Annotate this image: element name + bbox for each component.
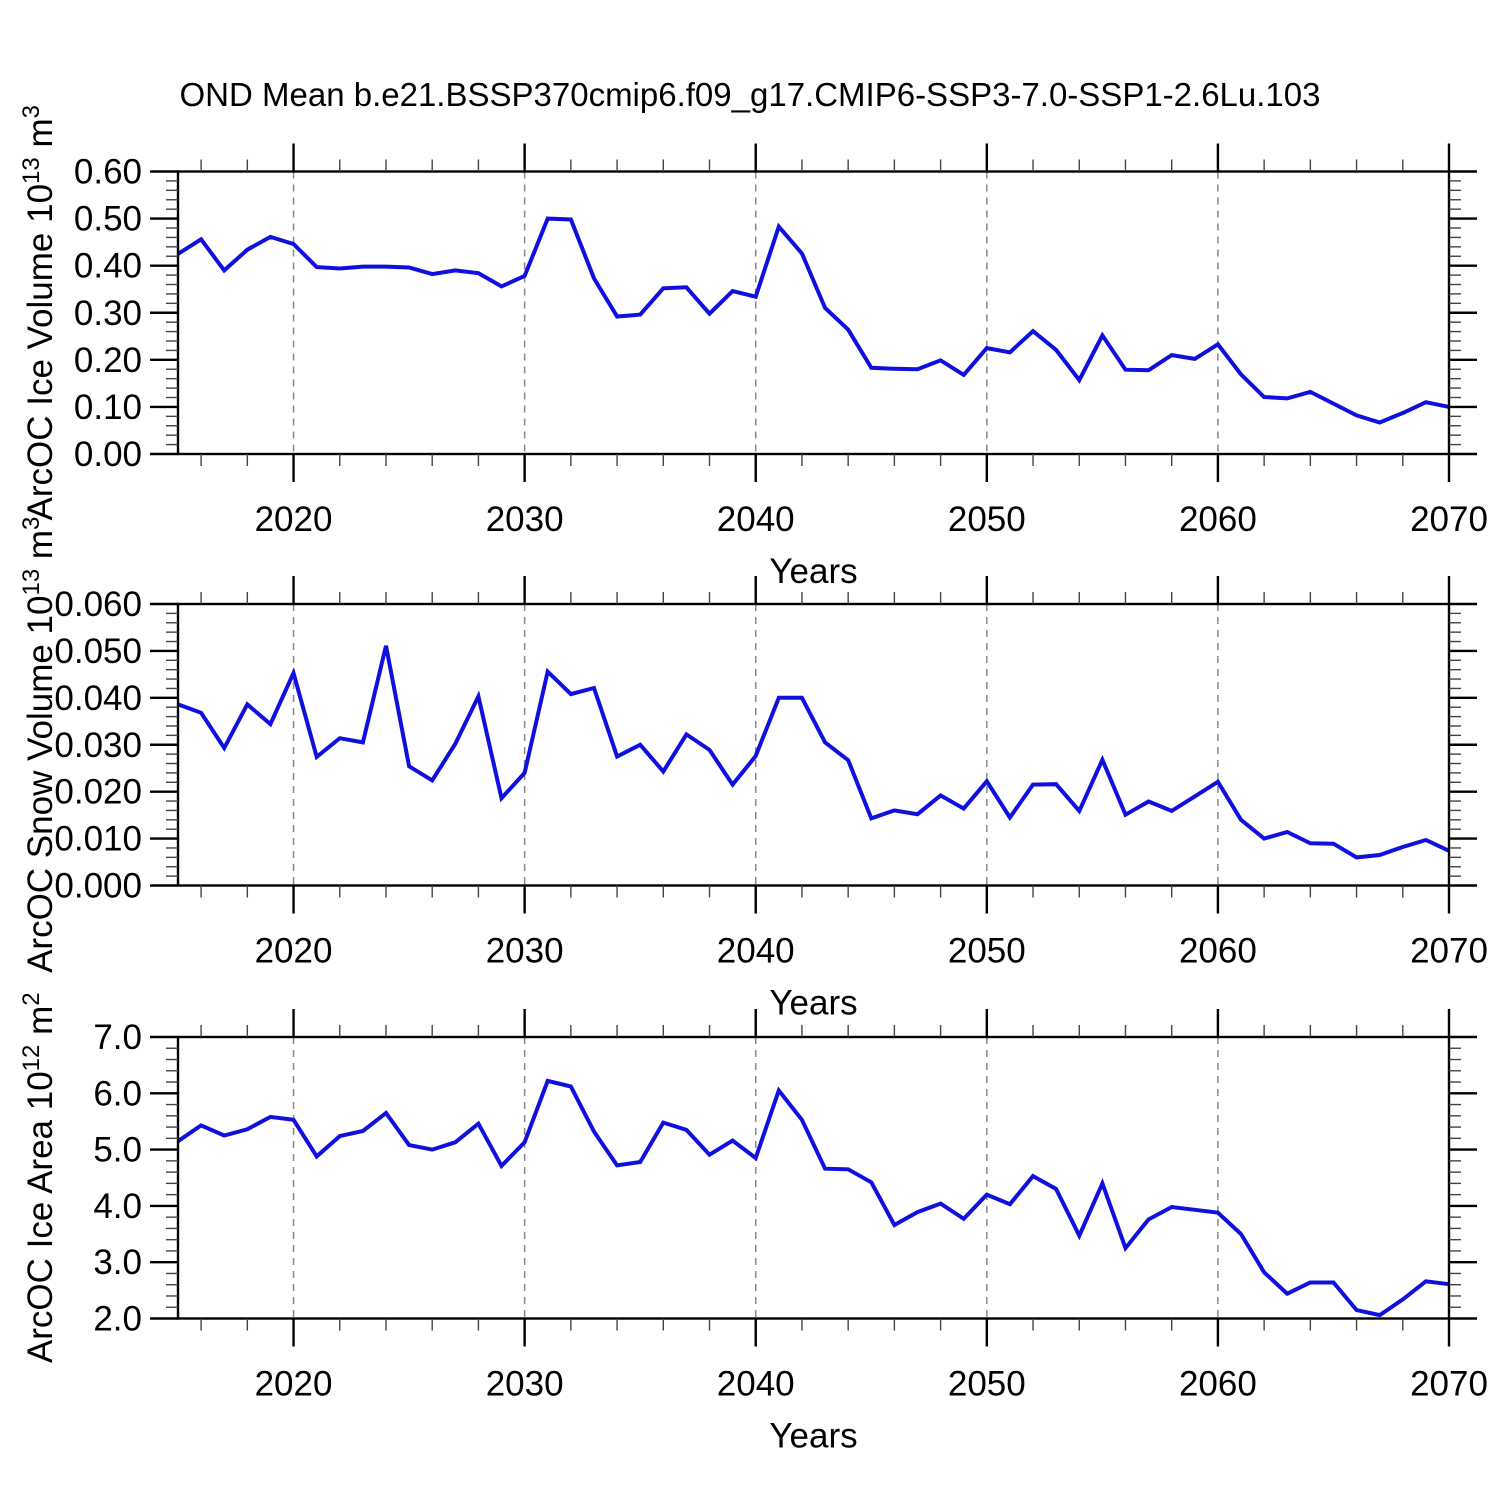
- x-tick-label: 2040: [717, 1365, 795, 1404]
- y-tick-label: 4.0: [93, 1187, 142, 1226]
- x-tick-label: 2020: [255, 500, 333, 539]
- y-axis-title: ArcOC Ice Volume 1013 m3: [18, 105, 60, 521]
- x-tick-label: 2050: [948, 932, 1026, 971]
- x-axis-title: Years: [769, 984, 857, 1023]
- y-tick-label: 0.20: [74, 341, 142, 380]
- y-tick-label: 0.050: [54, 632, 142, 671]
- y-tick-label: 0.020: [54, 773, 142, 812]
- x-tick-label: 2040: [717, 932, 795, 971]
- x-tick-label: 2030: [486, 932, 564, 971]
- y-tick-label: 0.30: [74, 294, 142, 333]
- chart-title: OND Mean b.e21.BSSP370cmip6.f09_g17.CMIP…: [179, 76, 1321, 113]
- x-tick-label: 2070: [1410, 932, 1488, 971]
- x-tick-label: 2060: [1179, 932, 1257, 971]
- y-tick-label: 3.0: [93, 1243, 142, 1282]
- x-tick-label: 2030: [486, 1365, 564, 1404]
- y-tick-label: 0.040: [54, 679, 142, 718]
- y-tick-label: 6.0: [93, 1074, 142, 1113]
- y-tick-label: 5.0: [93, 1131, 142, 1170]
- y-tick-label: 2.0: [93, 1300, 142, 1339]
- ice-volume-line: [176, 216, 1450, 425]
- plot-frame: [176, 602, 1451, 887]
- y-tick-label: 0.60: [74, 153, 142, 192]
- snow-volume-panel: 0.000 0.010 0.020 0.030 0.040 0.050 0.060 2020 2…: [18, 517, 1488, 1023]
- plot-frame: [176, 1035, 1451, 1320]
- x-tick-label: 2020: [255, 932, 333, 971]
- x-tick-label: 2060: [1179, 500, 1257, 539]
- x-tick-label: 2050: [948, 500, 1026, 539]
- y-tick-label: 0.40: [74, 247, 142, 286]
- y-axis-title: ArcOC Snow Volume 1013 m3: [18, 517, 60, 973]
- x-tick-label: 2030: [486, 500, 564, 539]
- plot-frame: [176, 170, 1451, 456]
- x-axis-title: Years: [769, 1417, 857, 1456]
- ice-volume-panel: 0.00 0.10 0.20 0.30 0.40 0.50 0.60 2020 2030 2040…: [18, 105, 1488, 591]
- x-tick-label: 2060: [1179, 1365, 1257, 1404]
- y-tick-label: 0.000: [54, 867, 142, 906]
- x-tick-label: 2070: [1410, 500, 1488, 539]
- x-tick-label: 2070: [1410, 1365, 1488, 1404]
- ice-area-line: [176, 1078, 1450, 1318]
- x-tick-label: 2050: [948, 1365, 1026, 1404]
- x-axis-title: Years: [769, 552, 857, 591]
- y-tick-label: 0.060: [54, 585, 142, 624]
- y-tick-label: 0.030: [54, 726, 142, 765]
- ice-area-panel: 2.0 3.0 4.0 5.0 6.0 7.0 2020 2030 2040 2050 2060 20…: [18, 992, 1488, 1455]
- y-axis-title: ArcOC Ice Area 1012 m2: [18, 992, 60, 1363]
- x-tick-label: 2040: [717, 500, 795, 539]
- y-tick-label: 0.10: [74, 388, 142, 427]
- y-tick-label: 7.0: [93, 1018, 142, 1057]
- snow-volume-line: [177, 645, 1450, 860]
- x-tick-label: 2020: [255, 1365, 333, 1404]
- y-tick-label: 0.010: [54, 820, 142, 859]
- y-tick-label: 0.50: [74, 200, 142, 239]
- y-tick-label: 0.00: [74, 435, 142, 474]
